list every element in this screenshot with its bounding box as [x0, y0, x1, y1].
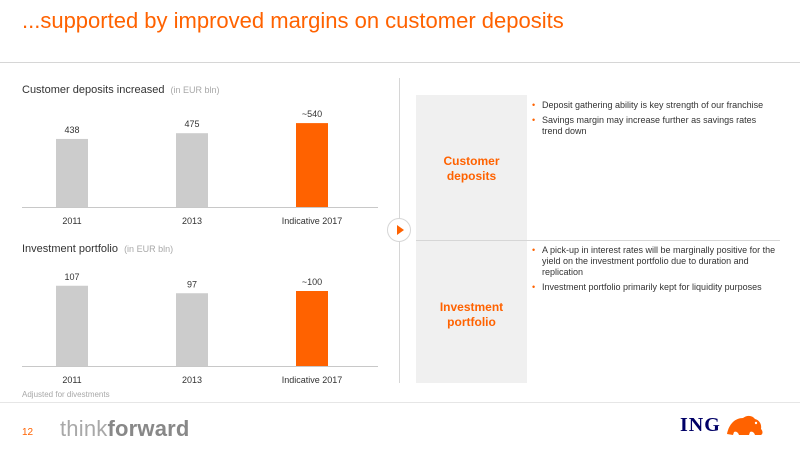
bullet-item: • Investment portfolio primarily kept for… — [532, 282, 777, 293]
deposits-chart-title: Customer deposits increased (in EUR bln) — [22, 84, 220, 96]
investment-bar — [56, 285, 88, 366]
ing-logo: ING — [680, 412, 765, 438]
deposits-value-label: ~540 — [302, 109, 322, 119]
play-arrow-icon — [397, 225, 404, 235]
bullet-text: Investment portfolio primarily kept for … — [542, 282, 762, 292]
brand-forward: forward — [107, 416, 190, 441]
footer-divider — [0, 402, 800, 403]
page-number: 12 — [22, 427, 34, 438]
deposits-value-label: 475 — [184, 119, 199, 129]
investment-chart-svg: 107 2011 97 2013 ~100 Indicative 2017 — [22, 272, 378, 385]
investment-chart: 107 2011 97 2013 ~100 Indicative 2017 — [22, 258, 388, 388]
bullet-item: • Savings margin may increase further as … — [532, 115, 777, 137]
bullet-item: • Deposit gathering ability is key streng… — [532, 100, 777, 111]
deposits-value-label: 438 — [64, 125, 79, 135]
bullet-text: Savings margin may increase further as s… — [542, 115, 757, 136]
deposits-bar — [56, 138, 88, 207]
deposits-bar — [176, 133, 208, 207]
investment-value-label: 97 — [187, 279, 197, 289]
deposits-chart: 438 2011 475 2013 ~540 Indicative 2017 — [22, 98, 388, 230]
deposits-category-label: 2013 — [182, 216, 202, 226]
bullet-icon: • — [532, 245, 536, 255]
deposits-bar — [296, 123, 328, 207]
footnote: Adjusted for divestments — [22, 390, 110, 399]
arrow-circle — [387, 218, 411, 242]
deposits-category-label: Indicative 2017 — [282, 216, 343, 226]
labels-panel — [416, 95, 527, 383]
bullet-icon: • — [532, 100, 536, 110]
bullet-text: Deposit gathering ability is key strengt… — [542, 100, 764, 110]
investment-bar — [296, 291, 328, 366]
bullet-icon: • — [532, 115, 536, 125]
title-divider — [0, 62, 800, 63]
deposits-label-line1: Customer — [443, 154, 500, 168]
investment-category-label: Indicative 2017 — [282, 375, 343, 385]
investment-panel-label: Investment portfolio — [416, 300, 527, 330]
deposits-panel-label: Customer deposits — [416, 154, 527, 184]
thinkforward-brand: thinkforward — [60, 416, 190, 442]
investment-value-label: ~100 — [302, 277, 322, 287]
deposits-chart-svg: 438 2011 475 2013 ~540 Indicative 2017 — [22, 109, 378, 226]
investment-value-label: 107 — [64, 272, 79, 282]
bullet-text: A pick-up in interest rates will be marg… — [542, 245, 776, 277]
deposits-chart-title-text: Customer deposits increased — [22, 84, 165, 96]
investment-label-line1: Investment — [439, 300, 504, 314]
investment-category-label: 2011 — [62, 375, 81, 385]
deposits-category-label: 2011 — [62, 216, 81, 226]
deposits-label-line2: deposits — [446, 169, 497, 183]
investment-bullets: • A pick-up in interest rates will be mar… — [532, 245, 777, 297]
deposits-bullets: • Deposit gathering ability is key streng… — [532, 100, 777, 141]
bullet-item: • A pick-up in interest rates will be mar… — [532, 245, 777, 278]
brand-think: think — [60, 416, 108, 441]
investment-chart-title: Investment portfolio (in EUR bln) — [22, 243, 173, 255]
investment-chart-unit: (in EUR bln) — [124, 244, 174, 254]
lion-icon — [726, 415, 763, 435]
investment-bar — [176, 293, 208, 366]
panel-separator — [416, 240, 780, 241]
investment-label-line2: portfolio — [447, 315, 496, 329]
page-title: ...supported by improved margins on cust… — [22, 8, 564, 33]
investment-chart-title-text: Investment portfolio — [22, 243, 118, 255]
bullet-icon: • — [532, 282, 536, 292]
ing-logo-text: ING — [680, 413, 721, 436]
deposits-chart-unit: (in EUR bln) — [170, 85, 220, 95]
investment-category-label: 2013 — [182, 375, 202, 385]
